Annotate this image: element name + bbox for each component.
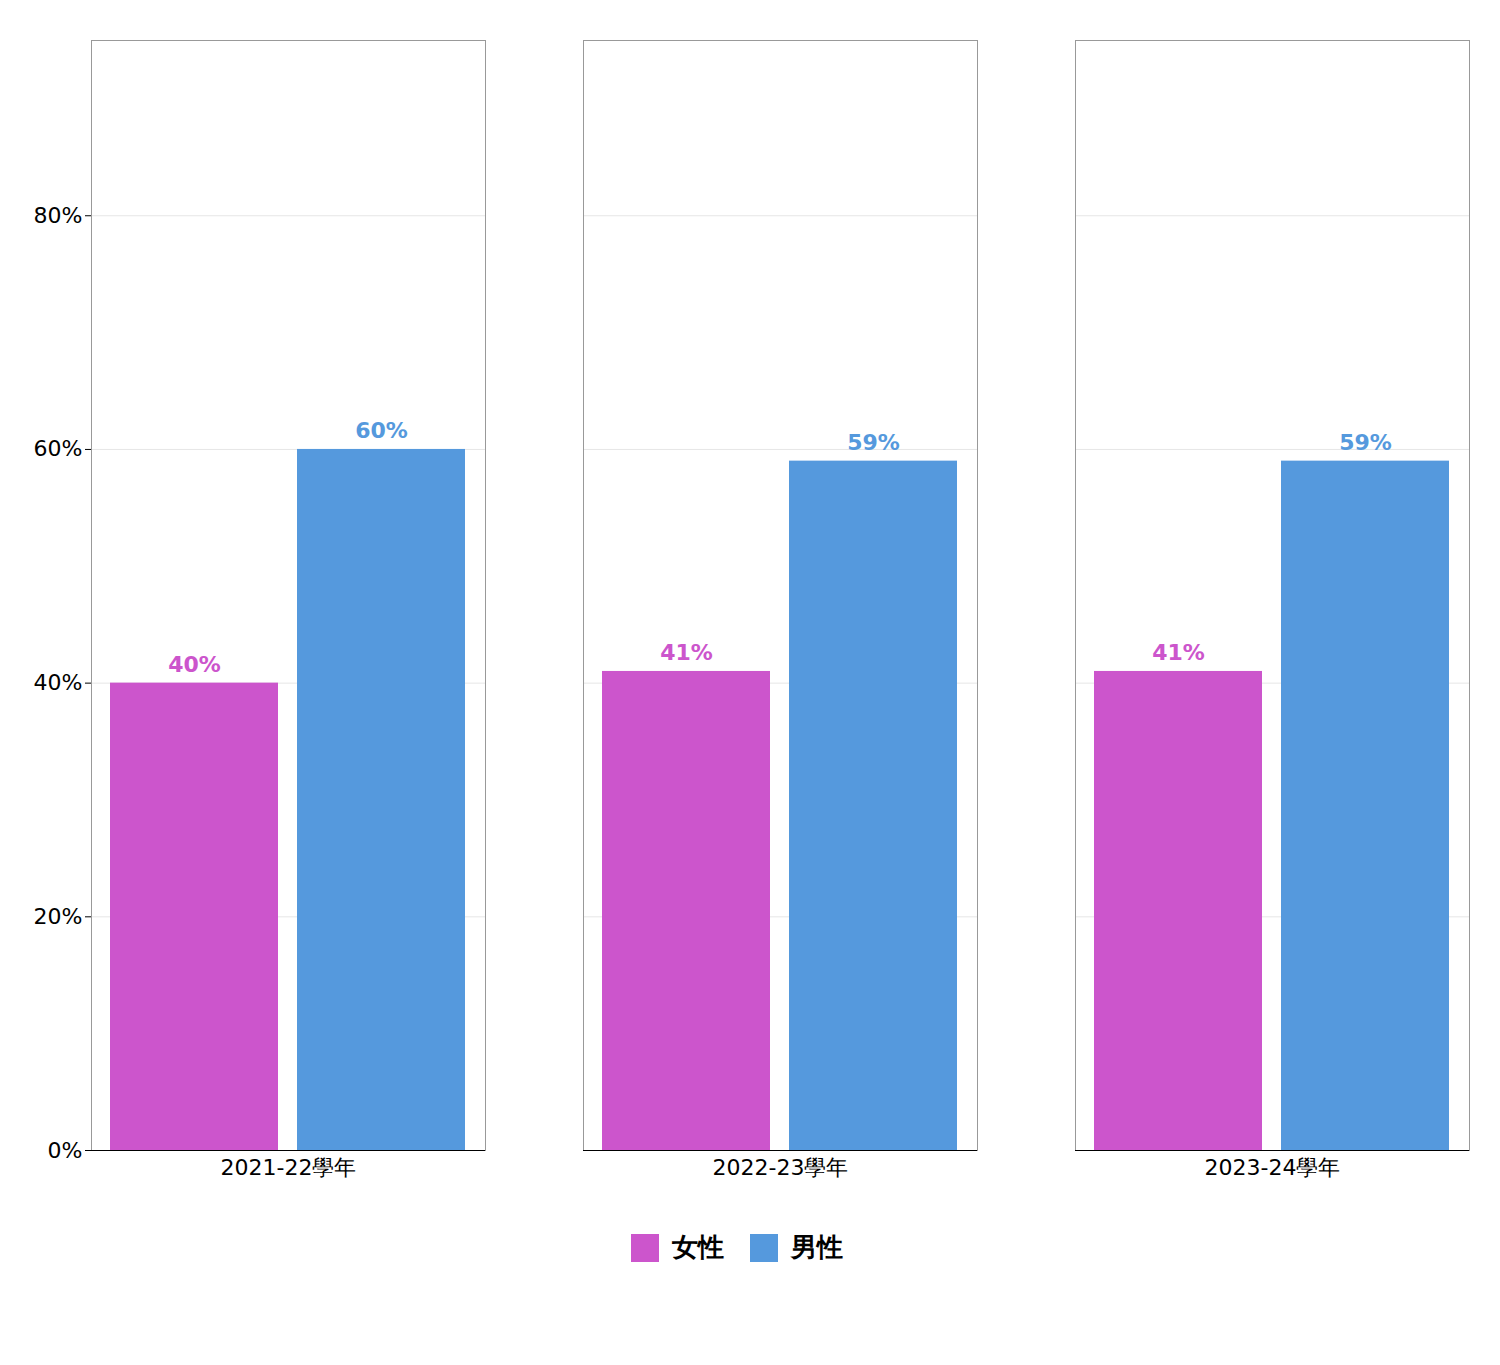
svg-text:2022-23學年: 2022-23學年 [713, 1155, 849, 1180]
svg-text:59%: 59% [1339, 430, 1392, 455]
svg-text:59%: 59% [847, 430, 900, 455]
svg-text:80%: 80% [34, 203, 83, 228]
svg-text:40%: 40% [34, 670, 83, 695]
html-text:女性: 女性 [672, 1232, 724, 1262]
html-text:男性: 男性 [791, 1232, 843, 1262]
svg-text:0%: 0% [48, 1138, 83, 1163]
svg-text:2021-22學年: 2021-22學年 [221, 1155, 357, 1180]
svg-text:2023-24學年: 2023-24學年 [1205, 1155, 1341, 1180]
svg-text:41%: 41% [1152, 640, 1205, 665]
svg-text:40%: 40% [168, 652, 221, 677]
svg-text:60%: 60% [34, 436, 83, 461]
svg-text:41%: 41% [660, 640, 713, 665]
svg-text:20%: 20% [34, 904, 83, 929]
svg-text:60%: 60% [355, 418, 408, 443]
